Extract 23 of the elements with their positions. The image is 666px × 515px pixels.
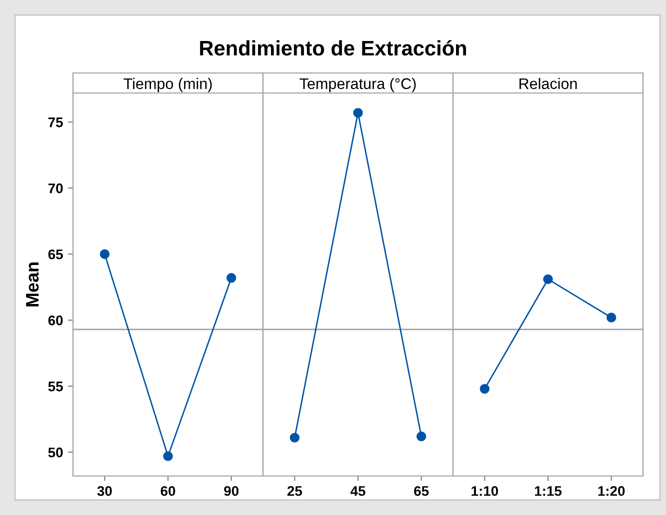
x-tick-label: 25: [287, 486, 302, 496]
chart-subtitle: Tiempo (min): [124, 78, 212, 92]
x-tick-label: 45: [350, 486, 366, 496]
y-tick-label: 65: [48, 249, 63, 260]
x-tick-label: 30: [97, 486, 112, 496]
x-tick-label: 65: [414, 486, 429, 496]
y-tick-label: 50: [48, 448, 63, 458]
point: [100, 249, 110, 259]
x-tick-label: 1:15: [534, 486, 562, 496]
chart-subtitle: Relacion: [520, 78, 577, 90]
text: Rendimiento de Extracción: [200, 40, 466, 56]
y-tick-label: 55: [48, 382, 63, 392]
chart-subtitle: Temperatura (°C): [300, 78, 416, 92]
x-tick-label: 90: [224, 486, 238, 496]
x-tick-label: 1:10: [472, 486, 498, 496]
y-tick-label: 60: [48, 315, 63, 326]
y-tick-label: 75: [48, 118, 63, 128]
x-tick-label: 60: [160, 486, 176, 496]
y-axis-title: Mean: [26, 262, 39, 306]
point: [226, 273, 236, 283]
point: [163, 451, 173, 462]
y-tick-label: 70: [48, 183, 63, 194]
x-tick-label: 1:20: [598, 486, 625, 496]
